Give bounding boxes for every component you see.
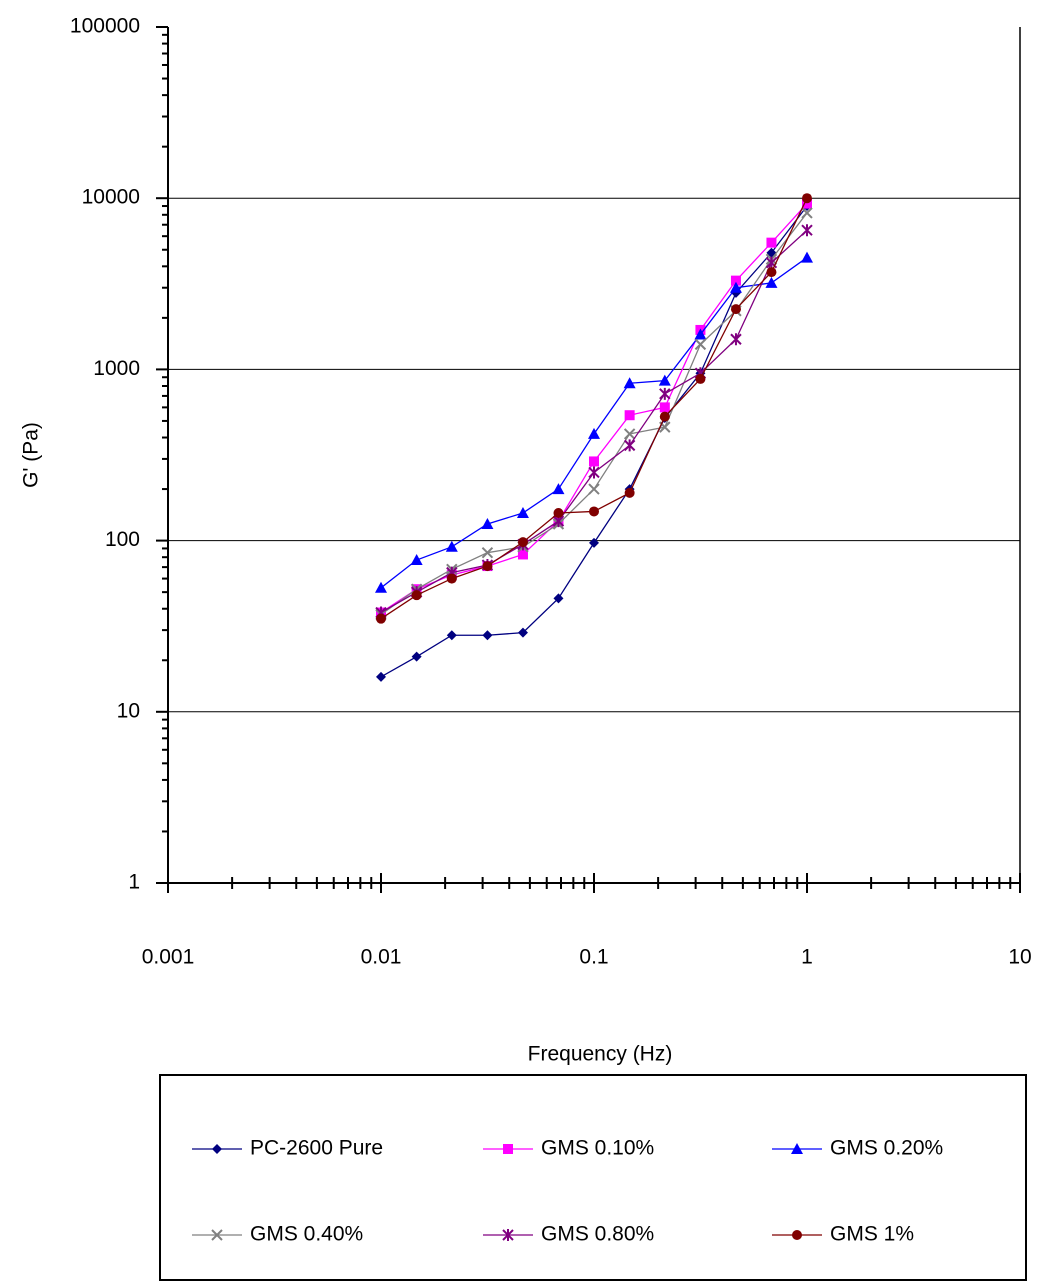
data-point xyxy=(802,198,812,209)
data-point xyxy=(623,428,636,440)
legend-label: GMS 0.20% xyxy=(830,1137,943,1160)
data-point xyxy=(730,275,741,286)
y-tick-label: 10000 xyxy=(82,186,140,209)
data-point xyxy=(376,613,386,624)
data-point xyxy=(482,630,493,641)
series-line xyxy=(380,205,808,678)
data-point xyxy=(552,483,565,495)
data-point xyxy=(446,573,457,584)
data-point xyxy=(445,540,458,552)
data-point xyxy=(695,373,706,384)
data-point xyxy=(517,549,528,560)
legend-label: PC-2600 Pure xyxy=(250,1137,383,1160)
series-line xyxy=(380,197,808,620)
x-tick-label: 0.01 xyxy=(361,946,402,969)
data-point xyxy=(482,561,493,572)
data-point xyxy=(801,224,813,237)
data-point xyxy=(411,651,422,662)
x-tick-label: 0.1 xyxy=(579,946,608,969)
y-axis-title: G' (Pa) xyxy=(20,422,43,488)
data-point xyxy=(411,590,422,601)
legend-label: GMS 0.10% xyxy=(541,1137,654,1160)
data-point xyxy=(516,506,529,518)
data-point xyxy=(481,518,494,530)
data-point xyxy=(588,466,600,479)
x-tick-label: 10 xyxy=(1008,946,1031,969)
data-point xyxy=(623,439,636,452)
y-tick-label: 100000 xyxy=(70,15,140,38)
data-point xyxy=(766,267,777,278)
x-tick-label: 1 xyxy=(801,946,813,969)
y-tick-label: 1000 xyxy=(93,357,140,380)
data-point xyxy=(730,333,742,346)
data-point xyxy=(446,630,457,641)
data-point xyxy=(589,506,599,517)
data-point xyxy=(376,671,386,682)
data-point xyxy=(517,537,528,548)
legend-marker xyxy=(502,1229,514,1241)
data-point xyxy=(659,402,670,413)
data-point xyxy=(481,546,494,559)
data-point xyxy=(801,207,813,219)
y-tick-label: 10 xyxy=(117,699,140,722)
data-point xyxy=(588,427,600,439)
series-line xyxy=(380,229,808,614)
data-point xyxy=(659,411,670,422)
data-point xyxy=(729,281,742,293)
data-point xyxy=(801,251,813,263)
data-point xyxy=(766,247,777,258)
legend-marker xyxy=(503,1144,513,1154)
data-point xyxy=(624,410,635,421)
data-point xyxy=(694,338,707,351)
data-point xyxy=(659,387,671,400)
legend-label: GMS 0.40% xyxy=(250,1223,363,1246)
data-point xyxy=(658,374,671,386)
x-tick-label: 0.001 xyxy=(142,946,195,969)
data-point xyxy=(589,456,599,467)
data-point xyxy=(624,487,635,498)
legend-marker xyxy=(792,1230,802,1240)
legend-label: GMS 0.80% xyxy=(541,1223,654,1246)
y-tick-label: 1 xyxy=(128,871,140,894)
data-point xyxy=(765,276,778,288)
legend-label: GMS 1% xyxy=(830,1223,914,1246)
x-axis-title: Frequency (Hz) xyxy=(528,1043,673,1066)
legend-marker xyxy=(211,1229,223,1241)
data-point xyxy=(589,537,599,548)
y-tick-label: 100 xyxy=(105,528,140,551)
series-line xyxy=(380,203,808,614)
data-point xyxy=(588,483,600,495)
legend-marker xyxy=(791,1143,803,1154)
data-point xyxy=(623,377,636,389)
legend-box xyxy=(159,1074,1027,1281)
data-point xyxy=(410,554,423,566)
data-point xyxy=(375,581,387,593)
data-point xyxy=(553,507,564,518)
legend-marker xyxy=(212,1144,222,1154)
data-point xyxy=(802,193,812,204)
data-point xyxy=(517,627,528,638)
data-point xyxy=(553,593,564,604)
data-point xyxy=(730,304,741,315)
data-point xyxy=(766,237,777,248)
data-point xyxy=(694,328,707,340)
